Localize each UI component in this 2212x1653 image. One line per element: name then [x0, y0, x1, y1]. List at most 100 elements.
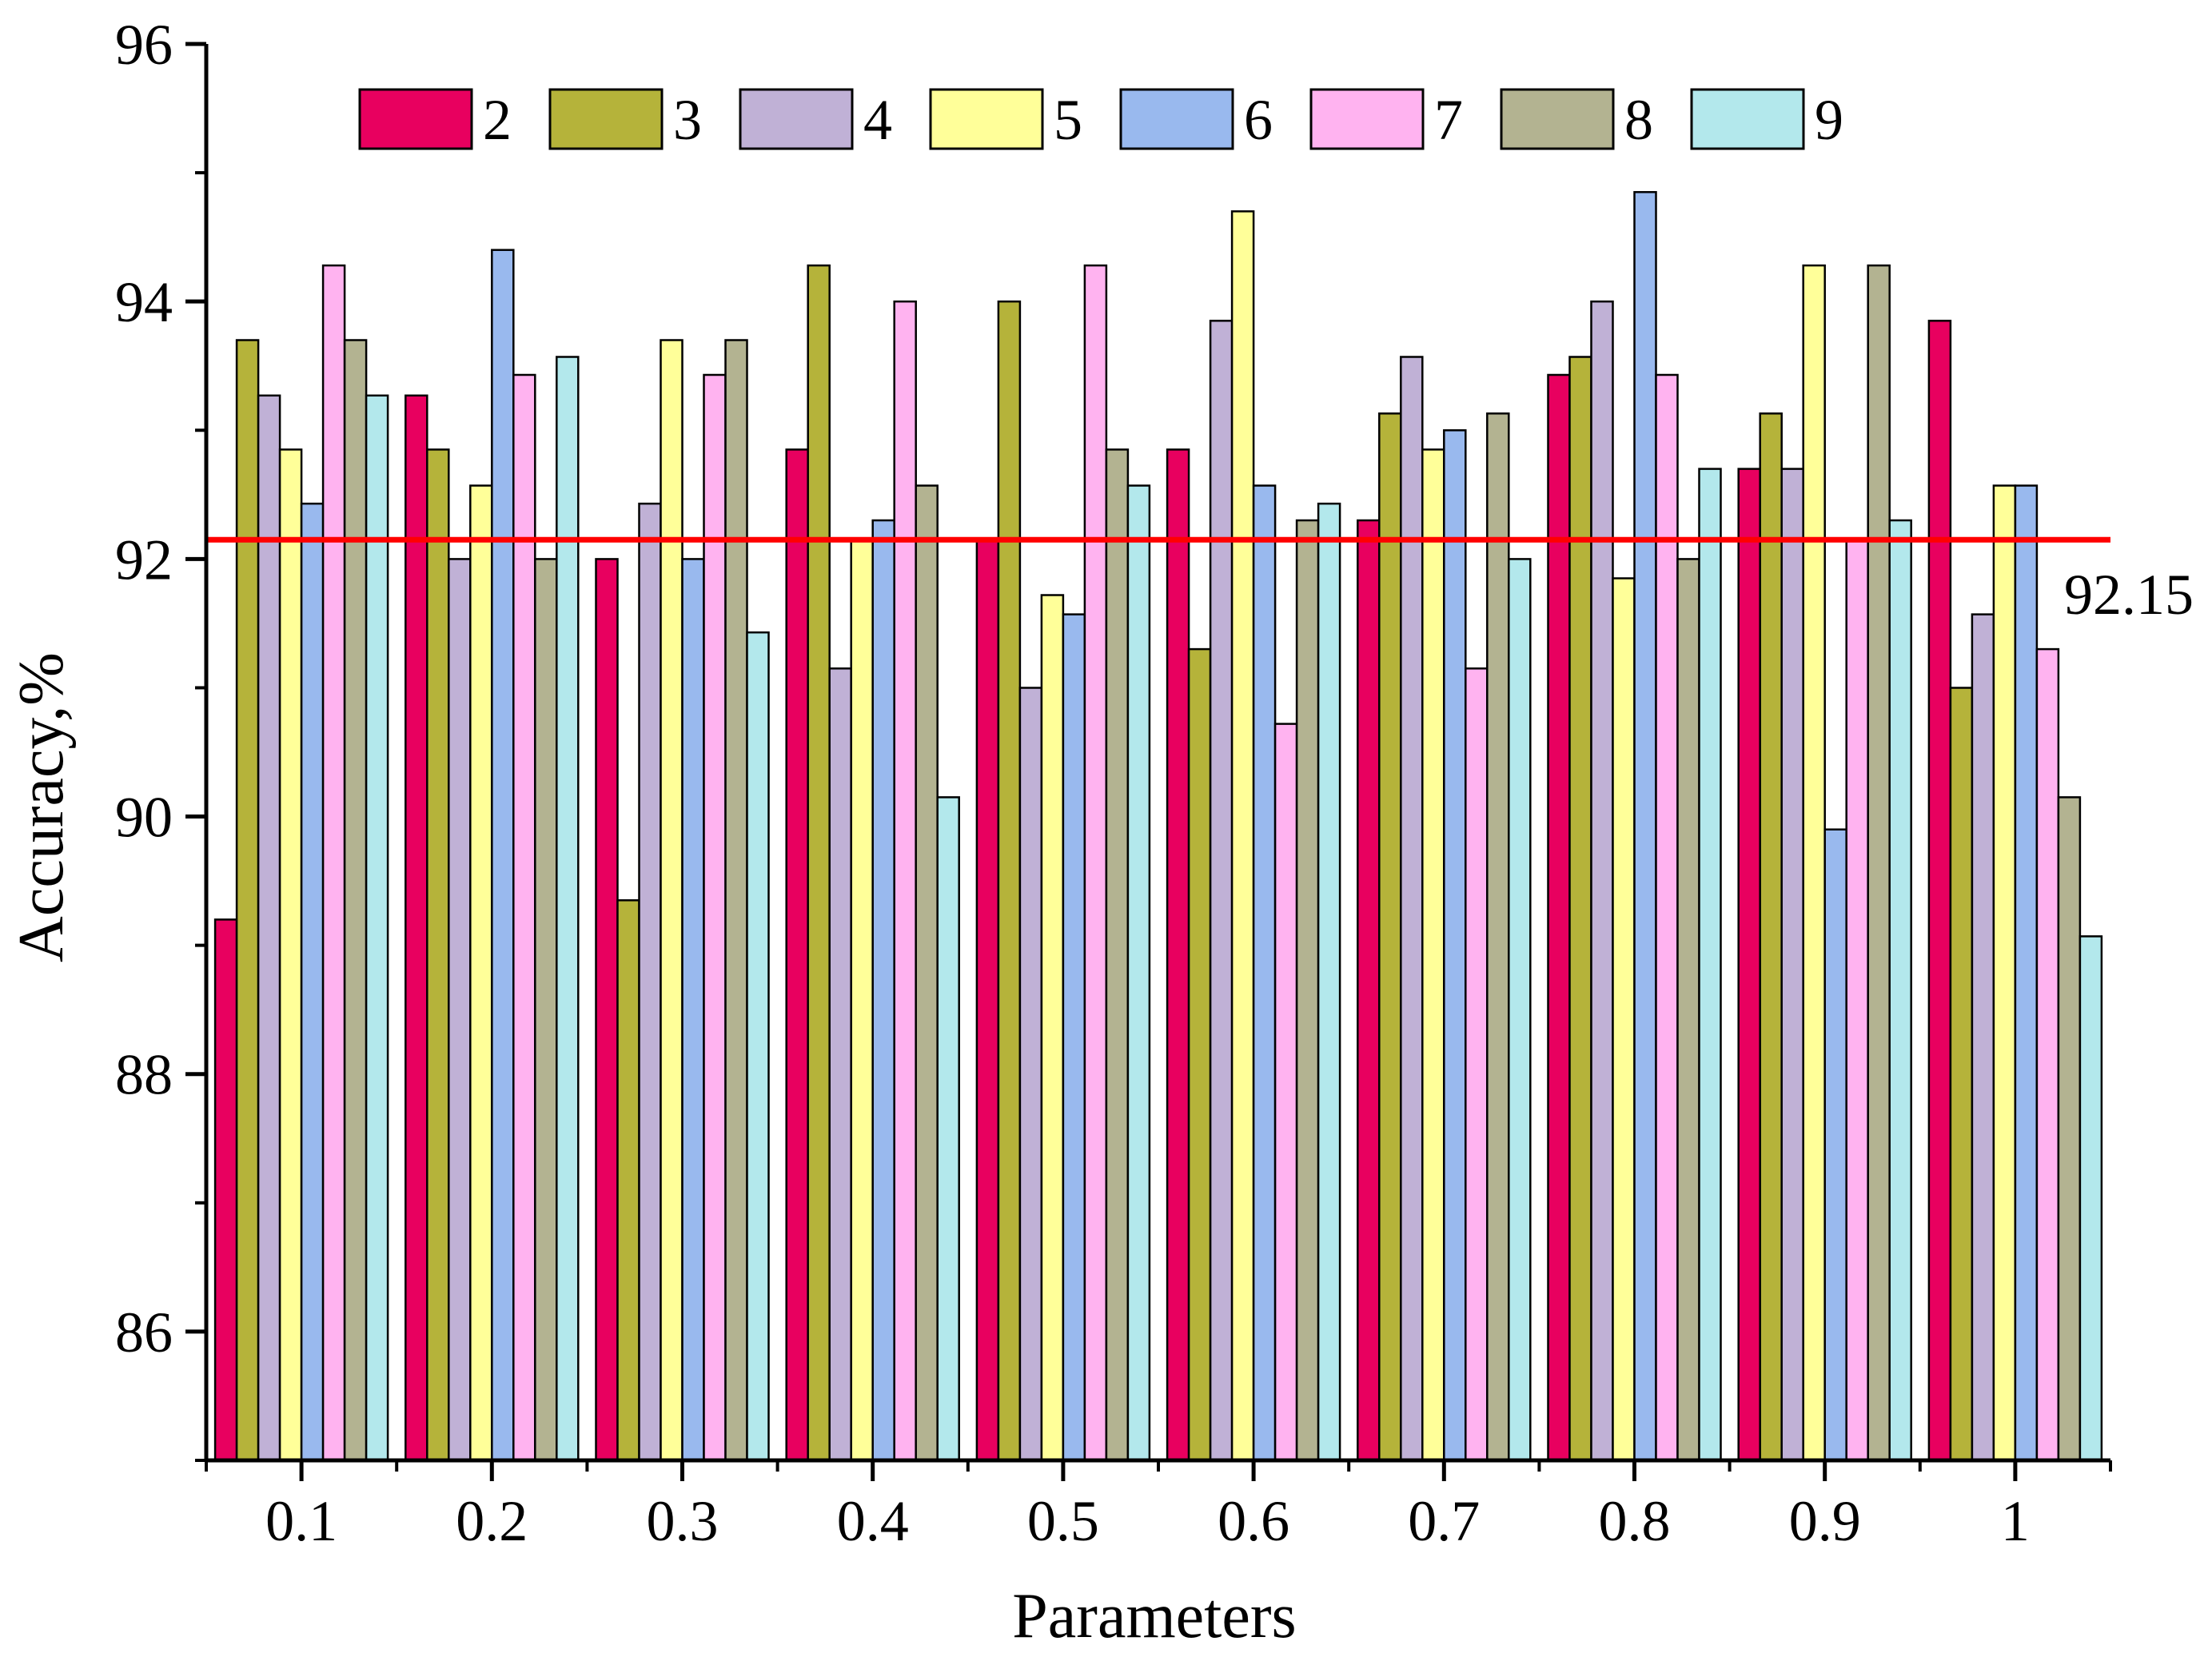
legend-swatch-8 — [1500, 88, 1615, 150]
bar-series-6-cat-1 — [2014, 484, 2039, 1462]
bar-series-6-cat-0.1 — [300, 502, 325, 1462]
bar-series-4-cat-0.9 — [1780, 468, 1804, 1462]
y-tick-label-92: 92 — [115, 528, 173, 591]
x-tick-label-0.7: 0.7 — [1408, 1489, 1480, 1553]
bar-series-6-cat-0.5 — [1062, 613, 1086, 1462]
legend-label-2: 2 — [483, 88, 512, 152]
bar-series-5-cat-0.6 — [1230, 210, 1255, 1462]
x-tick-label-0.1: 0.1 — [265, 1489, 337, 1553]
bar-series-8-cat-0.2 — [534, 558, 558, 1462]
legend-swatch-5 — [929, 88, 1044, 150]
bar-series-2-cat-0.3 — [595, 558, 619, 1462]
y-tick-label-94: 94 — [115, 270, 173, 334]
bar-series-5-cat-0.4 — [850, 538, 874, 1462]
bar-series-9-cat-0.1 — [365, 394, 389, 1462]
x-tick-label-0.4: 0.4 — [837, 1489, 909, 1553]
bar-series-4-cat-0.1 — [257, 394, 281, 1462]
bar-series-4-cat-1 — [1971, 613, 1995, 1462]
y-axis-title: Accuracy,% — [6, 652, 77, 962]
bar-series-2-cat-0.5 — [975, 538, 1000, 1462]
legend-swatch-7 — [1309, 88, 1425, 150]
bar-series-7-cat-0.4 — [893, 300, 917, 1462]
bar-series-5-cat-0.1 — [278, 448, 303, 1462]
legend-label-4: 4 — [863, 88, 892, 152]
bar-series-6-cat-0.3 — [681, 558, 705, 1462]
bar-series-3-cat-0.8 — [1568, 356, 1592, 1462]
bar-series-6-cat-0.2 — [491, 249, 515, 1462]
x-tick-label-0.6: 0.6 — [1218, 1489, 1289, 1553]
bar-series-4-cat-0.7 — [1400, 356, 1424, 1462]
bar-series-9-cat-0.6 — [1317, 502, 1341, 1462]
legend-swatch-2 — [358, 88, 473, 150]
reference-line-label: 92.15 — [2064, 563, 2194, 627]
bar-series-5-cat-0.2 — [469, 484, 493, 1462]
y-tick-label-96: 96 — [115, 13, 173, 77]
bar-series-5-cat-0.3 — [660, 339, 684, 1462]
bar-series-6-cat-0.9 — [1823, 828, 1847, 1462]
bar-series-8-cat-0.3 — [724, 339, 748, 1462]
bar-series-7-cat-0.6 — [1273, 723, 1298, 1462]
bar-series-9-cat-1 — [2078, 935, 2103, 1462]
bar-series-4-cat-0.4 — [828, 667, 852, 1462]
reference-line-group: 92.15 — [206, 536, 2194, 627]
bar-series-8-cat-0.8 — [1676, 558, 1700, 1462]
bar-series-2-cat-0.1 — [213, 918, 238, 1462]
bar-series-3-cat-0.5 — [997, 300, 1022, 1462]
legend-label-7: 7 — [1434, 88, 1463, 152]
bar-series-5-cat-1 — [1992, 484, 2017, 1462]
bar-series-8-cat-0.5 — [1105, 448, 1130, 1462]
bar-series-4-cat-0.5 — [1018, 687, 1043, 1462]
y-tick-label-90: 90 — [115, 786, 173, 850]
legend-swatch-6 — [1119, 88, 1234, 150]
x-tick-label-0.5: 0.5 — [1027, 1489, 1099, 1553]
bar-series-2-cat-0.7 — [1357, 519, 1381, 1462]
bar-series-8-cat-0.7 — [1486, 412, 1510, 1462]
legend-swatch-3 — [548, 88, 664, 150]
bar-series-7-cat-0.7 — [1465, 667, 1489, 1462]
legend-swatch-9 — [1690, 88, 1805, 150]
bar-series-8-cat-0.6 — [1295, 519, 1320, 1462]
bar-series-7-cat-1 — [2035, 647, 2060, 1462]
bar-series-5-cat-0.8 — [1612, 577, 1636, 1462]
x-axis-title: Parameters — [1012, 1581, 1296, 1651]
bar-series-5-cat-0.7 — [1421, 448, 1445, 1462]
bars-layer — [213, 191, 2103, 1462]
bar-series-8-cat-0.1 — [343, 339, 368, 1462]
bar-series-3-cat-0.3 — [616, 899, 640, 1462]
x-tick-label-0.8: 0.8 — [1599, 1489, 1671, 1553]
legend-label-6: 6 — [1244, 88, 1273, 152]
x-tick-label-0.2: 0.2 — [456, 1489, 528, 1553]
bar-series-7-cat-0.9 — [1845, 538, 1869, 1462]
legend-label-3: 3 — [673, 88, 702, 152]
bar-series-2-cat-0.2 — [405, 394, 428, 1462]
bar-series-2-cat-0.9 — [1737, 468, 1761, 1462]
bar-series-9-cat-0.4 — [936, 796, 960, 1462]
x-tick-label-0.3: 0.3 — [647, 1489, 719, 1553]
bar-series-3-cat-0.6 — [1187, 647, 1212, 1462]
bar-series-3-cat-0.2 — [426, 448, 450, 1462]
legend-label-8: 8 — [1624, 88, 1653, 152]
bar-series-6-cat-0.4 — [871, 519, 895, 1462]
bar-series-6-cat-0.8 — [1633, 191, 1657, 1462]
bar-series-9-cat-0.5 — [1126, 484, 1151, 1462]
bar-series-9-cat-0.7 — [1508, 558, 1532, 1462]
legend-label-9: 9 — [1815, 88, 1843, 152]
bar-series-9-cat-0.2 — [556, 356, 580, 1462]
bar-series-2-cat-1 — [1927, 320, 1952, 1462]
bar-series-3-cat-0.9 — [1759, 412, 1783, 1462]
bar-series-4-cat-0.2 — [448, 558, 472, 1462]
bar-series-5-cat-0.9 — [1802, 264, 1826, 1462]
bar-series-6-cat-0.7 — [1443, 429, 1467, 1462]
bar-series-8-cat-0.9 — [1867, 264, 1891, 1462]
bar-series-9-cat-0.9 — [1888, 519, 1912, 1462]
bar-series-3-cat-0.4 — [807, 264, 831, 1462]
bar-series-6-cat-0.6 — [1252, 484, 1277, 1462]
bar-series-8-cat-1 — [2057, 796, 2082, 1462]
bar-series-3-cat-0.1 — [235, 339, 260, 1462]
x-tick-label-1: 1 — [2001, 1489, 2030, 1553]
bar-series-7-cat-0.5 — [1083, 264, 1108, 1462]
legend: 2 3 4 5 6 7 8 9 — [358, 88, 1843, 152]
bar-series-4-cat-0.3 — [638, 502, 662, 1462]
